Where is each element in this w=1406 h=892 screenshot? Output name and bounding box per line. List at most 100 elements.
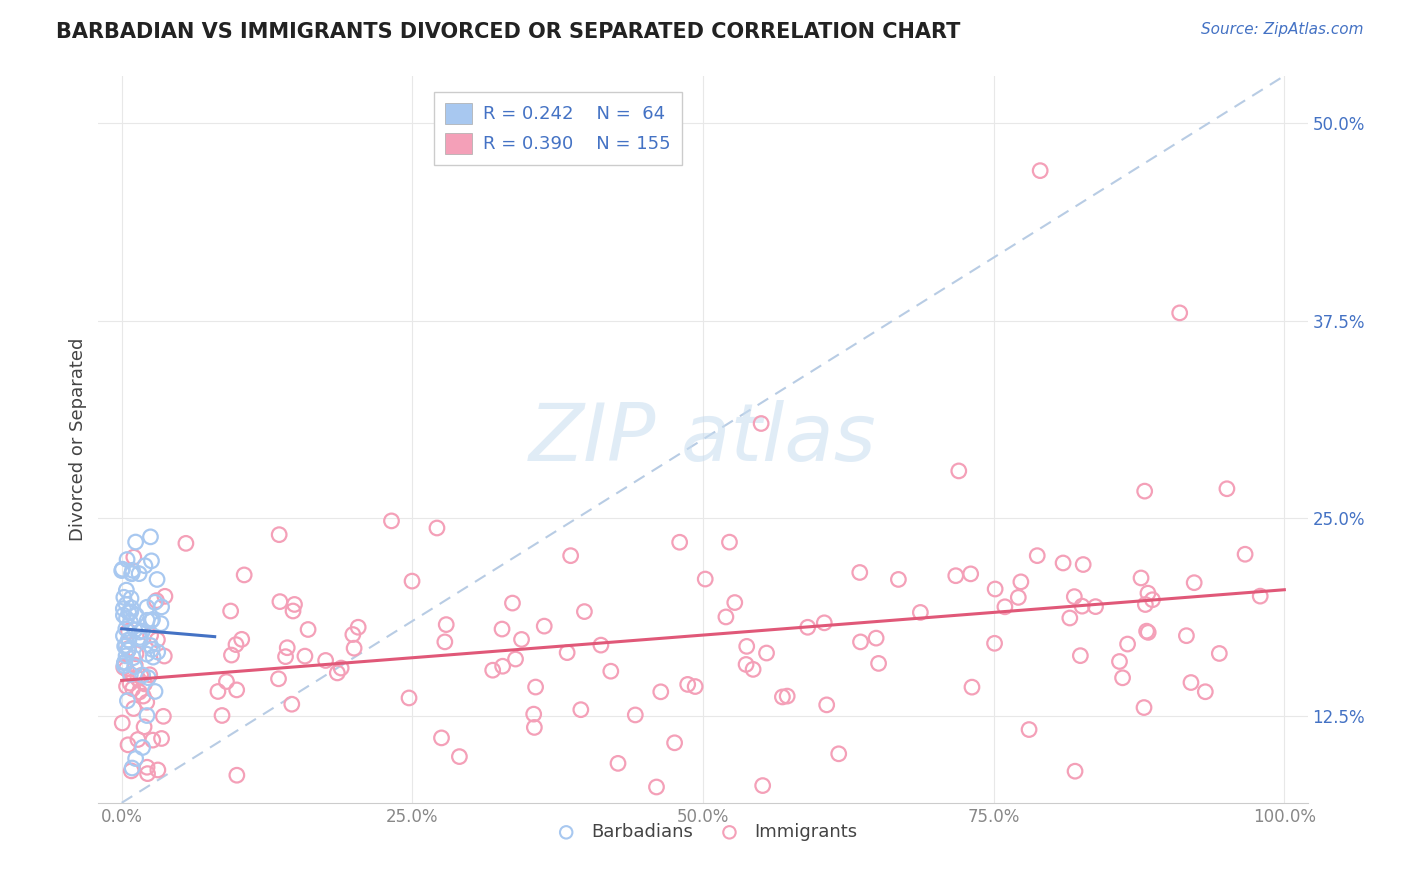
Point [714,610,737,624]
Point [735,657,758,672]
Point [645,780,668,794]
Point [868,657,890,671]
Point [815,698,838,712]
Point [120,600,142,615]
Point [124,535,146,549]
Point [136,760,159,774]
Point [1234,547,1257,561]
Point [948,464,970,478]
Point [315,653,337,667]
Point [120,764,142,778]
Point [118,633,141,648]
Point [398,690,420,705]
Point [1175,629,1198,643]
Point [426,521,449,535]
Point [141,642,163,657]
Point [122,550,145,565]
Point [117,738,139,752]
Point [128,625,150,640]
Text: Source: ZipAtlas.com: Source: ZipAtlas.com [1201,22,1364,37]
Point [770,690,793,704]
Point [131,624,153,638]
Point [1136,586,1159,600]
Point [141,613,163,627]
Point [121,566,143,581]
Text: ZIP atlas: ZIP atlas [529,401,877,478]
Point [433,635,456,649]
Point [146,632,169,647]
Text: BARBADIAN VS IMMIGRANTS DIVORCED OR SEPARATED CORRELATION CHART: BARBADIAN VS IMMIGRANTS DIVORCED OR SEPA… [56,22,960,42]
Point [115,648,138,663]
Point [124,751,146,765]
Point [219,604,242,618]
Point [1180,675,1202,690]
Point [849,635,872,649]
Point [112,629,135,643]
Point [910,606,932,620]
Point [115,598,138,612]
Point [124,623,146,637]
Point [120,605,142,619]
Point [994,599,1017,614]
Point [1018,723,1040,737]
Point [1069,648,1091,663]
Point [401,574,423,588]
Point [121,681,143,696]
Point [599,664,621,678]
Point [1026,549,1049,563]
Point [533,619,555,633]
Point [115,583,138,598]
Point [510,632,533,647]
Point [150,731,173,746]
Point [115,552,138,566]
Point [149,616,172,631]
Point [118,606,141,620]
Point [111,716,134,731]
Point [683,680,706,694]
Point [330,661,353,675]
Point [127,672,149,686]
Point [1007,591,1029,605]
Point [124,658,146,673]
Point [828,747,851,761]
Point [211,708,233,723]
Point [141,614,163,628]
Point [174,536,197,550]
Point [1168,306,1191,320]
Point [112,660,135,674]
Point [225,768,247,782]
Point [1136,624,1159,639]
Point [142,733,165,747]
Point [121,563,143,577]
Point [112,601,135,615]
Point [1108,655,1130,669]
Point [117,641,139,656]
Point [120,676,142,690]
Point [1135,598,1157,612]
Point [1052,556,1074,570]
Point [751,779,773,793]
Point [124,659,146,673]
Point [128,685,150,699]
Point [945,568,967,582]
Point [430,731,453,745]
Point [125,608,148,623]
Point [231,632,253,647]
Point [796,620,818,634]
Point [136,600,159,615]
Point [1208,647,1230,661]
Point [225,682,247,697]
Point [960,680,983,694]
Point [342,627,364,641]
Point [143,684,166,698]
Point [755,646,778,660]
Point [776,689,799,703]
Point [724,595,747,609]
Point [141,554,163,568]
Point [120,667,142,681]
Point [115,639,138,653]
Point [1029,163,1052,178]
Point [283,598,305,612]
Point [742,662,765,676]
Point [1216,482,1239,496]
